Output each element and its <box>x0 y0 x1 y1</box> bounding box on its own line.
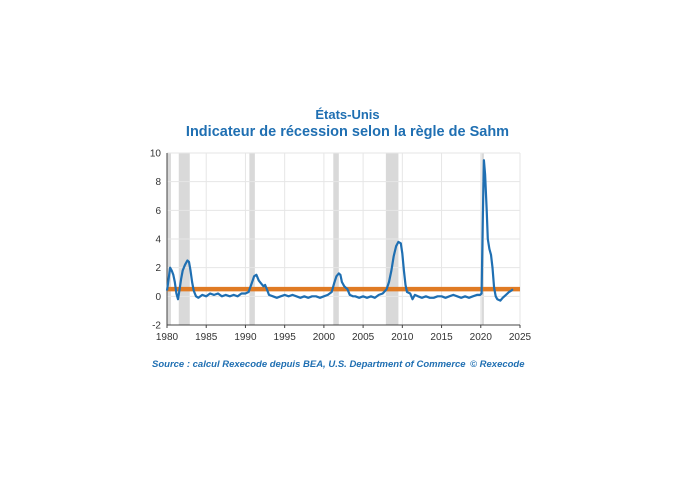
y-tick-label: 8 <box>155 177 161 188</box>
copyright-note: © Rexecode <box>470 359 525 370</box>
y-tick-label: 10 <box>150 149 162 160</box>
x-tick-label: 1980 <box>156 332 179 343</box>
y-tick-label: 0 <box>155 292 161 303</box>
y-tick-label: 2 <box>155 263 161 274</box>
x-tick-label: 2025 <box>509 332 532 343</box>
y-tick-label: -2 <box>152 321 161 332</box>
x-tick-label: 2015 <box>430 332 453 343</box>
chart-title: Indicateur de récession selon la règle d… <box>185 124 510 140</box>
x-tick-label: 2000 <box>313 332 336 343</box>
y-tick-label: 6 <box>155 206 161 217</box>
x-tick-label: 1995 <box>274 332 297 343</box>
x-tick-label: 1985 <box>195 332 218 343</box>
series-line <box>165 159 514 302</box>
source-note: Source : calcul Rexecode depuis BEA, U.S… <box>152 359 466 370</box>
x-tick-label: 2005 <box>352 332 375 343</box>
chart-country-title: États-Unis <box>315 107 380 122</box>
x-tick-label: 2020 <box>470 332 493 343</box>
y-tick-label: 4 <box>155 235 161 246</box>
x-tick-label: 2010 <box>391 332 414 343</box>
x-tick-label: 1990 <box>234 332 257 343</box>
